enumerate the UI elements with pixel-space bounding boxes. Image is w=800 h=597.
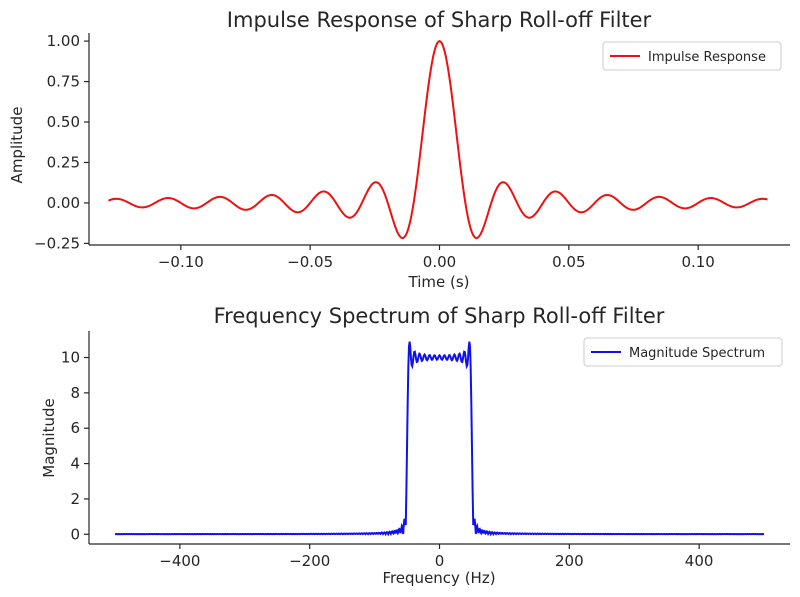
frequency-spectrum-axes: Frequency Spectrum of Sharp Roll-off Fil… <box>40 304 790 587</box>
x-tick-label: −0.10 <box>158 253 204 271</box>
y-axis-label: Amplitude <box>8 107 26 184</box>
y-tick-label: 2 <box>70 490 80 508</box>
x-tick-label: 0.10 <box>681 253 714 271</box>
y-tick-label: 10 <box>61 349 80 367</box>
legend-frame <box>602 41 782 71</box>
y-tick-label: 0 <box>70 525 80 543</box>
y-axis-label: Magnitude <box>40 398 58 477</box>
x-axis-label: Time (s) <box>408 273 470 291</box>
x-tick-label: −200 <box>289 552 330 570</box>
chart-title: Impulse Response of Sharp Roll-off Filte… <box>227 8 652 32</box>
legend: Impulse Response <box>602 41 782 71</box>
x-axis-label: Frequency (Hz) <box>382 569 495 587</box>
x-tick-label: −0.05 <box>287 253 333 271</box>
legend-label: Magnitude Spectrum <box>629 346 765 361</box>
y-tick-label: 0.75 <box>47 73 80 91</box>
x-tick-label: 400 <box>685 552 714 570</box>
impulse-response-line <box>108 40 768 240</box>
x-tick-label: 200 <box>555 552 584 570</box>
x-tick-label: 0.00 <box>423 253 456 271</box>
magnitude-spectrum-line <box>114 341 765 537</box>
y-tick-label: 0.25 <box>47 153 80 171</box>
chart-title: Frequency Spectrum of Sharp Roll-off Fil… <box>214 304 665 328</box>
y-tick-label: −0.25 <box>34 234 80 252</box>
y-tick-label: 0.50 <box>47 113 80 131</box>
y-tick-label: 0.00 <box>47 194 80 212</box>
legend: Magnitude Spectrum <box>583 337 783 367</box>
y-tick-label: 8 <box>70 384 80 402</box>
legend-frame <box>583 337 783 367</box>
x-tick-label: 0 <box>435 552 445 570</box>
x-tick-label: 0.05 <box>552 253 585 271</box>
legend-label: Impulse Response <box>648 50 766 65</box>
impulse-response-axes: Impulse Response of Sharp Roll-off Filte… <box>8 8 790 291</box>
x-tick-label: −400 <box>159 552 200 570</box>
y-tick-label: 6 <box>70 419 80 437</box>
y-tick-label: 1.00 <box>47 32 80 50</box>
y-tick-label: 4 <box>70 455 80 473</box>
